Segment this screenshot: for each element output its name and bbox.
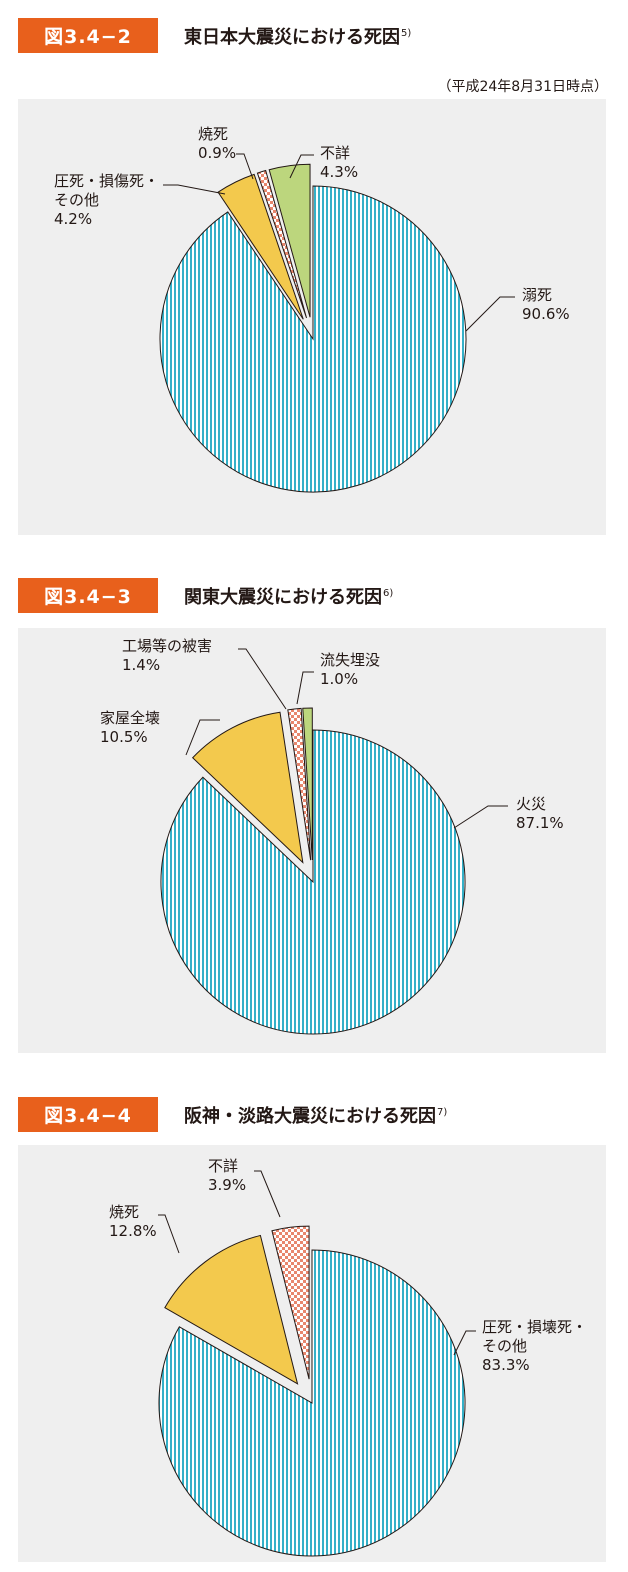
slice-category: 焼死 (198, 125, 228, 143)
slice-category: 焼死 (109, 1203, 139, 1221)
slice-label: 溺死 90.6% (522, 286, 570, 323)
pie-slice (158, 1249, 466, 1557)
slice-value: 4.2% (54, 210, 92, 228)
leader-line (289, 154, 314, 179)
slice-value: 1.0% (320, 670, 358, 688)
slice-label: 焼死 12.8% (109, 1203, 157, 1240)
slice-label: 不詳 4.3% (320, 144, 358, 181)
slice-value: 12.8% (109, 1222, 157, 1240)
slice-label: 火災 87.1% (516, 795, 564, 832)
slice-category: その他 (54, 191, 99, 209)
pie-slice (159, 185, 467, 493)
slice-value: 90.6% (522, 305, 570, 323)
pie-slice (160, 729, 466, 1035)
slice-category: 家屋全壊 (100, 709, 160, 727)
figure-1-badge: 図3.4−2 (18, 18, 158, 53)
figure-1-title: 東日本大震災における死因5) (184, 23, 411, 49)
figure-1-panel: 溺死 90.6% 圧死・損傷死・その他 4.2% 焼死 0.9% 不詳 4.3% (18, 99, 606, 535)
slice-label: 圧死・損傷死・その他 4.2% (54, 172, 159, 228)
figure-2-title: 関東大震災における死因6) (184, 583, 393, 609)
figure-2-title-text: 関東大震災における死因 (184, 586, 382, 608)
leader-line (254, 1170, 281, 1218)
figure-1-title-text: 東日本大震災における死因 (184, 26, 400, 48)
pie-chart-3: 圧死・損壊死・その他 83.3% 焼死 12.8% 不詳 3.9% (109, 1157, 587, 1557)
slice-value: 83.3% (482, 1356, 530, 1374)
leader-line (236, 153, 254, 180)
pie-slice (287, 707, 312, 861)
figure-1-note: （平成24年8月31日時点） (437, 79, 608, 95)
leader-line (453, 1330, 476, 1356)
slice-value: 87.1% (516, 814, 564, 832)
figure-3-title: 阪神・淡路大震災における死因7) (184, 1102, 447, 1128)
figure-3-header: 図3.4−4 阪神・淡路大震災における死因7) (18, 1097, 447, 1132)
slice-category: 流失埋没 (320, 651, 380, 669)
figure-2-title-ref: 6) (383, 587, 394, 599)
pie-slice (164, 1234, 299, 1385)
slice-category: その他 (482, 1337, 527, 1355)
figure-3-title-ref: 7) (437, 1106, 448, 1118)
pie-chart-2: 火災 87.1% 家屋全壊 10.5% 工場等の被害 1.4% 流失埋没 1.0% (100, 637, 564, 1035)
slice-value: 3.9% (208, 1176, 246, 1194)
slice-value: 1.4% (122, 656, 160, 674)
pie-slice (302, 707, 313, 861)
slice-value: 0.9% (198, 144, 236, 162)
slice-label: 圧死・損壊死・その他 83.3% (482, 1318, 587, 1374)
slice-label: 工場等の被害 1.4% (122, 637, 212, 674)
figure-1-header: 図3.4−2 東日本大震災における死因5) (18, 18, 411, 53)
figure-2-badge: 図3.4−3 (18, 578, 158, 613)
slice-label: 焼死 0.9% (198, 125, 236, 162)
slice-category: 工場等の被害 (122, 637, 212, 655)
pie-slice (191, 711, 304, 864)
leader-line (158, 1214, 180, 1254)
pie-slice (271, 1225, 310, 1380)
leader-line (465, 296, 515, 332)
leader-line (296, 671, 314, 705)
slice-category: 不詳 (208, 1157, 238, 1175)
slice-value: 4.3% (320, 163, 358, 181)
figure-1-title-ref: 5) (401, 27, 412, 39)
slice-label: 流失埋没 1.0% (320, 651, 380, 688)
figure-2-panel: 火災 87.1% 家屋全壊 10.5% 工場等の被害 1.4% 流失埋没 1.0% (18, 628, 606, 1053)
figure-2-header: 図3.4−3 関東大震災における死因6) (18, 578, 393, 613)
pie-slice (268, 163, 311, 318)
slice-label: 不詳 3.9% (208, 1157, 246, 1194)
slice-category: 火災 (516, 795, 546, 813)
figure-3-badge: 図3.4−4 (18, 1097, 158, 1132)
figure-3-title-text: 阪神・淡路大震災における死因 (184, 1105, 436, 1127)
pie-chart-1: 溺死 90.6% 圧死・損傷死・その他 4.2% 焼死 0.9% 不詳 4.3% (54, 125, 570, 493)
slice-value: 10.5% (100, 728, 148, 746)
leader-line (185, 719, 220, 756)
leader-line (163, 184, 226, 195)
slice-category: 圧死・損傷死・ (54, 172, 159, 190)
figure-3-panel: 圧死・損壊死・その他 83.3% 焼死 12.8% 不詳 3.9% (18, 1145, 606, 1562)
slice-category: 溺死 (522, 286, 552, 304)
slice-category: 不詳 (320, 144, 350, 162)
slice-category: 圧死・損壊死・ (482, 1318, 587, 1336)
leader-line (238, 648, 287, 710)
leader-line (453, 805, 508, 829)
pie-slice (256, 169, 308, 319)
slice-label: 家屋全壊 10.5% (100, 709, 160, 746)
